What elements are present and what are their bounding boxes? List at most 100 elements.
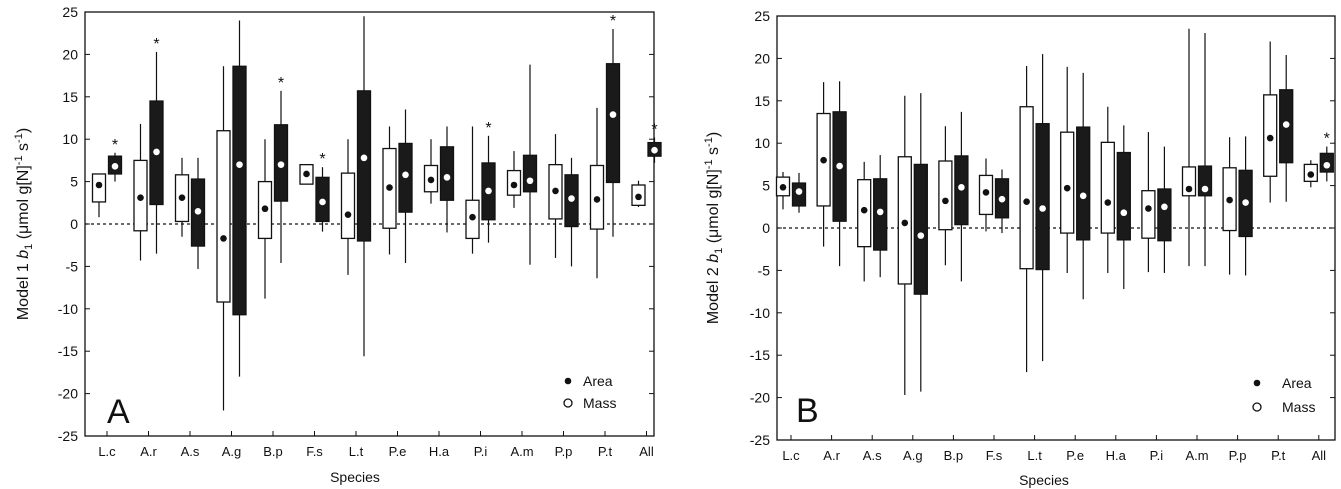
x-axis-b: L.c A.r A.s A.g B.p F.s L.t P.e H.a P.i A.m P.p P.t A…	[782, 435, 1326, 463]
legend-area-marker	[1254, 380, 1261, 387]
area-median-point	[278, 161, 285, 168]
mass-median-point	[902, 220, 909, 227]
y-tick-label: 5	[70, 174, 78, 190]
x-tick-label: A.s	[863, 448, 882, 463]
mass-median-point	[303, 171, 310, 178]
x-tick-label: P.e	[389, 444, 407, 459]
mass-box	[939, 161, 952, 230]
x-tick-label: P.e	[1066, 448, 1084, 463]
boxes-a: *******	[93, 13, 662, 411]
area-box	[441, 147, 454, 200]
panel-label-b: B	[796, 392, 819, 430]
area-median-point	[361, 155, 368, 162]
chart-panel-b: 2520151050-5-10-15-20-25 L.c A.r A.s A.g B.p…	[703, 8, 1335, 488]
x-axis-a: L.c A.r A.s A.g B.p F.s L.t P.e H.a P.i A.m P.p P.t A…	[98, 431, 654, 459]
mass-box	[342, 173, 355, 238]
significance-star: *	[610, 13, 616, 30]
y-tick-label: 0	[70, 216, 78, 232]
legend-mass-label: Mass	[1282, 399, 1315, 415]
y-tick-label: 20	[62, 46, 78, 62]
mass-box	[1101, 142, 1114, 233]
y-tick-label: 0	[762, 220, 770, 236]
area-median-point	[836, 163, 843, 170]
x-tick-label: B.p	[263, 444, 283, 459]
mass-median-point	[511, 182, 518, 189]
x-tick-label: A.g	[222, 444, 242, 459]
legend-mass-marker	[564, 399, 572, 407]
mass-median-point	[552, 188, 559, 195]
mass-median-point	[179, 194, 186, 201]
legend-area-label: Area	[583, 373, 613, 389]
x-tick-label: A.m	[1185, 448, 1208, 463]
y-tick-label: -10	[58, 301, 78, 317]
significance-star: *	[153, 36, 159, 53]
area-median-point	[568, 195, 575, 202]
significance-star: *	[651, 122, 657, 139]
y-tick-label: -15	[750, 347, 770, 363]
mass-median-point	[635, 194, 642, 201]
area-box	[233, 66, 246, 314]
area-box	[358, 91, 371, 241]
x-tick-label: P.t	[1271, 448, 1286, 463]
y-axis-title-b: Model 2 b1 (μmol g[N]-1 s-1)	[703, 132, 725, 324]
y-tick-label: -20	[58, 386, 78, 402]
y-tick-label: -5	[66, 258, 79, 274]
significance-star: *	[1324, 131, 1330, 148]
mass-median-point	[861, 207, 868, 214]
x-tick-label: H.a	[429, 444, 450, 459]
mass-median-point	[137, 194, 144, 201]
mass-median-point	[594, 196, 601, 203]
mass-median-point	[1145, 205, 1152, 212]
x-axis-title-a: Species	[330, 469, 380, 485]
x-tick-label: B.p	[944, 448, 964, 463]
legend-area-label: Area	[1282, 375, 1312, 391]
mass-median-point	[780, 184, 787, 191]
area-median-point	[918, 232, 925, 239]
area-box	[914, 164, 927, 294]
x-tick-label: A.s	[181, 444, 200, 459]
y-tick-label: -20	[750, 390, 770, 406]
x-tick-label: P.t	[598, 444, 613, 459]
mass-median-point	[1023, 198, 1030, 205]
legend-mass-marker	[1253, 403, 1261, 411]
legend-b: Area Mass	[1253, 375, 1315, 415]
significance-star: *	[319, 151, 325, 168]
y-tick-label: -10	[750, 305, 770, 321]
legend-mass-label: Mass	[583, 395, 616, 411]
x-tick-label: F.s	[986, 448, 1003, 463]
significance-star: *	[112, 137, 118, 154]
x-tick-label: A.r	[823, 448, 840, 463]
chart-panel-a: 25 20 15 10 5 0 -5 -10 -15 -20 -25 L.c A.r A.s A.g B.p…	[13, 4, 661, 485]
x-tick-label: H.a	[1106, 448, 1127, 463]
mass-median-point	[1226, 197, 1233, 204]
area-median-point	[153, 149, 160, 156]
y-tick-label: 10	[754, 135, 770, 151]
x-tick-label: All	[639, 444, 654, 459]
x-tick-label: P.p	[1229, 448, 1247, 463]
x-tick-label: A.g	[903, 448, 923, 463]
legend-a: Area Mass	[564, 373, 616, 411]
area-median-point	[999, 196, 1006, 203]
area-median-point	[1242, 199, 1249, 206]
y-tick-label: -25	[58, 428, 78, 444]
mass-median-point	[942, 198, 949, 205]
area-box	[1036, 124, 1049, 270]
y-axis-title-a: Model 1 b1 (μmol g[N]-1 s-1)	[13, 128, 35, 320]
area-box	[1077, 127, 1090, 240]
x-axis-title-b: Species	[1019, 472, 1069, 488]
area-median-point	[958, 184, 965, 191]
mass-median-point	[983, 189, 990, 196]
x-tick-label: All	[1312, 448, 1327, 463]
area-median-point	[444, 174, 451, 181]
area-box	[1158, 189, 1171, 241]
y-tick-label: 20	[754, 50, 770, 66]
x-tick-label: F.s	[306, 444, 323, 459]
panel-label-a: A	[107, 393, 130, 431]
mass-box	[1020, 107, 1033, 269]
area-box	[524, 155, 537, 191]
y-tick-label: -25	[750, 432, 770, 448]
mass-box	[1061, 132, 1074, 233]
x-tick-label: P.i	[474, 444, 488, 459]
mass-median-point	[262, 205, 269, 212]
